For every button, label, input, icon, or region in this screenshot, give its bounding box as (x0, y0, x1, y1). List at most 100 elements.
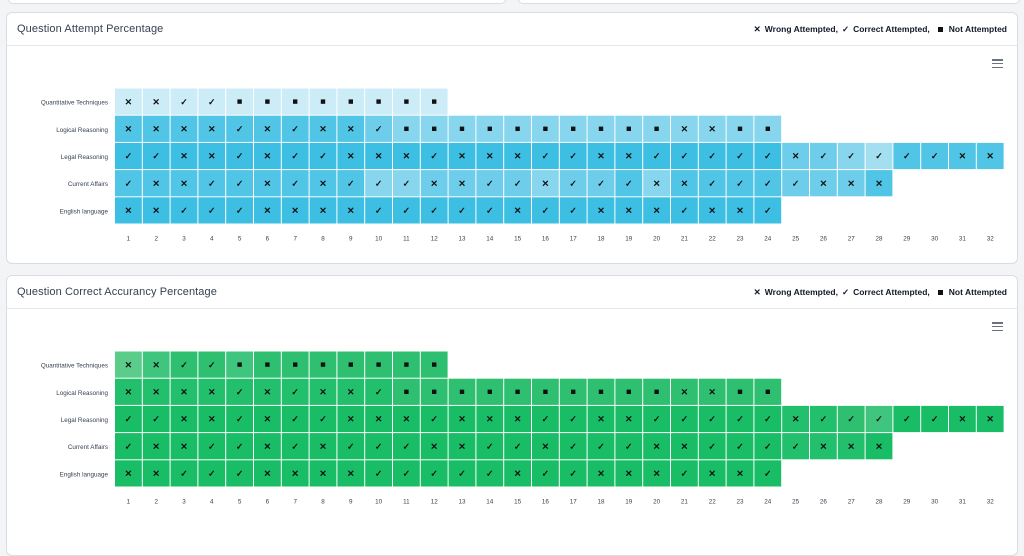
heatmap-cell[interactable] (281, 170, 309, 197)
heatmap-cell[interactable] (420, 142, 448, 170)
heatmap-cell[interactable] (393, 142, 420, 170)
heatmap-cell[interactable] (671, 460, 698, 487)
heatmap-cell[interactable] (615, 197, 643, 224)
heatmap-cell[interactable] (448, 142, 476, 170)
heatmap-cell[interactable] (115, 460, 142, 487)
heatmap-cell[interactable] (865, 405, 893, 433)
heatmap-cell[interactable] (532, 405, 559, 433)
heatmap-cell[interactable] (226, 197, 253, 224)
heatmap-cell[interactable] (754, 405, 782, 433)
heatmap-cell[interactable] (837, 433, 865, 460)
heatmap-cell[interactable] (142, 142, 170, 170)
heatmap-cell[interactable] (698, 115, 726, 142)
heatmap-cell[interactable] (115, 142, 142, 170)
heatmap-cell[interactable] (559, 142, 587, 170)
heatmap-cell[interactable] (337, 433, 365, 460)
heatmap-cell[interactable] (615, 170, 643, 197)
heatmap-cell[interactable] (810, 405, 837, 433)
heatmap-cell[interactable] (448, 197, 476, 224)
heatmap-cell[interactable] (309, 115, 337, 142)
heatmap-cell[interactable] (198, 88, 226, 115)
heatmap-cell[interactable] (254, 197, 281, 224)
heatmap-cell[interactable] (671, 115, 698, 142)
heatmap-cell[interactable] (115, 378, 142, 405)
heatmap-cell[interactable] (142, 405, 170, 433)
heatmap-cell[interactable] (337, 115, 365, 142)
heatmap-cell[interactable] (226, 460, 253, 487)
heatmap-cell[interactable] (698, 433, 726, 460)
heatmap-cell[interactable] (726, 433, 754, 460)
heatmap-cell[interactable] (976, 405, 1004, 433)
heatmap-cell[interactable] (754, 197, 782, 224)
heatmap-cell[interactable] (448, 170, 476, 197)
heatmap-cell[interactable] (643, 433, 670, 460)
heatmap-cell[interactable] (726, 142, 754, 170)
heatmap-cell[interactable] (476, 433, 504, 460)
heatmap-cell[interactable] (587, 142, 615, 170)
heatmap-cell[interactable] (365, 460, 392, 487)
heatmap-cell[interactable] (198, 460, 226, 487)
heatmap-cell[interactable] (615, 142, 643, 170)
heatmap-cell[interactable] (226, 433, 253, 460)
heatmap-cell[interactable] (615, 433, 643, 460)
heatmap-cell[interactable] (504, 405, 531, 433)
heatmap-cell[interactable] (865, 433, 893, 460)
hamburger-menu-icon[interactable] (992, 322, 1003, 331)
heatmap-cell[interactable] (337, 378, 365, 405)
heatmap-cell[interactable] (448, 405, 476, 433)
heatmap-cell[interactable] (115, 405, 142, 433)
heatmap-cell[interactable] (671, 142, 698, 170)
heatmap-cell[interactable] (726, 460, 754, 487)
heatmap-cell[interactable] (393, 405, 420, 433)
heatmap-cell[interactable] (587, 170, 615, 197)
heatmap-cell[interactable] (254, 115, 281, 142)
heatmap-cell[interactable] (643, 170, 670, 197)
heatmap-cell[interactable] (198, 433, 226, 460)
heatmap-cell[interactable] (615, 405, 643, 433)
heatmap-cell[interactable] (504, 433, 531, 460)
heatmap-cell[interactable] (893, 405, 921, 433)
heatmap-cell[interactable] (115, 170, 142, 197)
heatmap-cell[interactable] (281, 378, 309, 405)
heatmap-cell[interactable] (309, 142, 337, 170)
heatmap-cell[interactable] (921, 142, 948, 170)
heatmap-cell[interactable] (365, 197, 392, 224)
heatmap-cell[interactable] (170, 378, 198, 405)
heatmap-cell[interactable] (698, 170, 726, 197)
heatmap-cell[interactable] (837, 170, 865, 197)
heatmap-cell[interactable] (865, 142, 893, 170)
heatmap-cell[interactable] (309, 378, 337, 405)
heatmap-cell[interactable] (559, 197, 587, 224)
heatmap-cell[interactable] (115, 88, 142, 115)
heatmap-cell[interactable] (393, 170, 420, 197)
heatmap-cell[interactable] (142, 351, 170, 378)
heatmap-cell[interactable] (365, 378, 392, 405)
heatmap-cell[interactable] (142, 88, 170, 115)
heatmap-cell[interactable] (587, 405, 615, 433)
heatmap-cell[interactable] (337, 142, 365, 170)
heatmap-cell[interactable] (420, 460, 448, 487)
heatmap-cell[interactable] (698, 405, 726, 433)
heatmap-cell[interactable] (170, 351, 198, 378)
heatmap-cell[interactable] (198, 142, 226, 170)
heatmap-cell[interactable] (671, 378, 698, 405)
heatmap-cell[interactable] (170, 460, 198, 487)
heatmap-cell[interactable] (476, 405, 504, 433)
heatmap-cell[interactable] (671, 197, 698, 224)
heatmap-cell[interactable] (170, 405, 198, 433)
heatmap-cell[interactable] (532, 433, 559, 460)
heatmap-cell[interactable] (281, 197, 309, 224)
heatmap-cell[interactable] (698, 460, 726, 487)
heatmap-cell[interactable] (226, 170, 253, 197)
heatmap-cell[interactable] (476, 197, 504, 224)
heatmap-cell[interactable] (532, 197, 559, 224)
heatmap-cell[interactable] (142, 460, 170, 487)
heatmap-cell[interactable] (810, 433, 837, 460)
heatmap-cell[interactable] (115, 115, 142, 142)
heatmap-cell[interactable] (170, 433, 198, 460)
heatmap-cell[interactable] (726, 405, 754, 433)
heatmap-cell[interactable] (393, 460, 420, 487)
heatmap-cell[interactable] (504, 170, 531, 197)
heatmap-cell[interactable] (949, 142, 976, 170)
heatmap-cell[interactable] (198, 405, 226, 433)
